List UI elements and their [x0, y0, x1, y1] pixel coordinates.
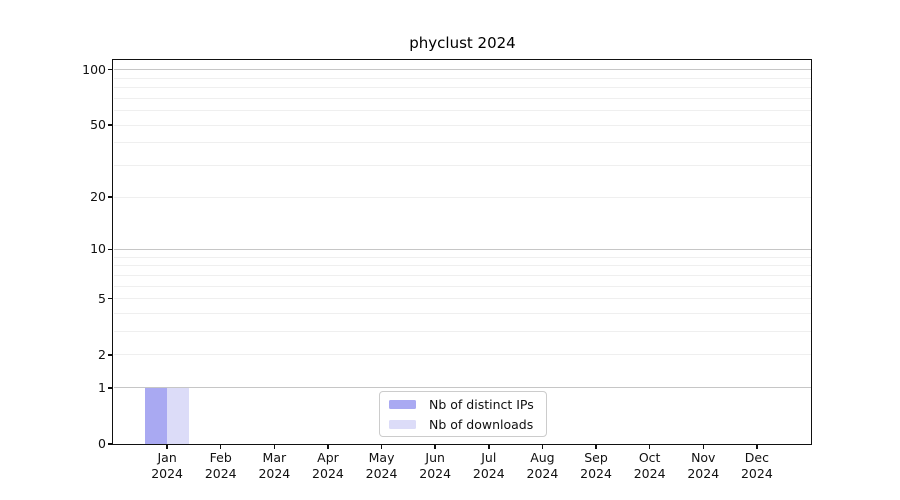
y-tick-5 [108, 297, 113, 300]
gridline-minor-70 [113, 97, 811, 99]
x-tick-aug [541, 444, 544, 449]
legend: Nb of distinct IPs Nb of downloads [379, 391, 547, 437]
y-tick-20 [108, 196, 113, 198]
y-tick-label-50: 50 [90, 117, 106, 133]
y-tick-label-5: 5 [98, 290, 106, 306]
y-tick-label-2: 2 [98, 346, 106, 362]
x-tick-mar [273, 444, 276, 449]
legend-label-distinct-ips: Nb of distinct IPs [429, 396, 534, 412]
x-tick-label-feb: Feb 2024 [204, 450, 237, 481]
x-tick-feb [219, 444, 222, 449]
x-tick-dec [756, 444, 758, 449]
gridline-minor-30 [113, 164, 811, 166]
x-tick-may [380, 444, 383, 449]
x-tick-label-dec: Dec 2024 [740, 450, 773, 481]
x-tick-oct [648, 444, 651, 449]
x-tick-jul [488, 444, 490, 449]
x-tick-label-apr: Apr 2024 [312, 450, 344, 481]
y-tick-2 [108, 354, 113, 356]
gridline-minor-20 [113, 196, 811, 198]
y-tick-label-20: 20 [90, 189, 106, 205]
x-tick-label-nov: Nov 2024 [687, 450, 720, 481]
gridline-minor-3 [113, 331, 811, 333]
gridline-minor-9 [113, 256, 811, 258]
y-tick-1 [108, 387, 113, 389]
legend-label-downloads: Nb of downloads [429, 416, 534, 432]
gridline-minor-8 [113, 265, 811, 267]
x-tick-label-sep: Sep 2024 [580, 450, 612, 481]
gridline-minor-6 [113, 285, 811, 287]
gridline-minor-40 [113, 142, 811, 144]
y-tick-50 [108, 124, 113, 126]
bar-distinct-ips-jan [145, 387, 168, 444]
x-tick-label-mar: Mar 2024 [258, 450, 291, 481]
legend-item-downloads: Nb of downloads [386, 415, 540, 433]
x-tick-label-jul: Jul 2024 [472, 450, 505, 481]
y-tick-label-10: 10 [90, 241, 106, 257]
x-tick-label-aug: Aug 2024 [526, 450, 559, 481]
gridline-minor-60 [113, 110, 811, 111]
gridline-major-10 [113, 248, 811, 250]
gridline-minor-90 [113, 77, 811, 79]
gridline-minor-80 [113, 87, 811, 88]
y-tick-label-1: 1 [98, 379, 106, 395]
y-tick-10 [108, 248, 113, 251]
x-tick-apr [327, 444, 329, 449]
gridline-minor-7 [113, 274, 811, 276]
x-tick-jun [434, 444, 436, 449]
gridline-minor-50 [113, 124, 811, 126]
bar-downloads-jan [167, 387, 190, 444]
gridline-major-100 [113, 69, 811, 71]
x-tick-jan [166, 444, 168, 449]
chart-title: phyclust 2024 [409, 34, 516, 52]
legend-swatch-distinct-ips [389, 399, 416, 409]
legend-item-distinct-ips: Nb of distinct IPs [386, 395, 540, 413]
x-tick-label-jan: Jan 2024 [151, 450, 184, 481]
gridline-minor-5 [113, 298, 811, 300]
gridline-minor-2 [113, 354, 811, 356]
x-tick-sep [595, 444, 597, 449]
gridline-minor-4 [113, 312, 811, 314]
x-tick-label-oct: Oct 2024 [633, 450, 666, 481]
x-tick-nov [702, 444, 705, 449]
gridline-major-1 [113, 387, 811, 389]
y-tick-label-0: 0 [98, 436, 106, 451]
x-tick-label-jun: Jun 2024 [419, 450, 452, 481]
legend-swatch-downloads [389, 419, 416, 429]
x-tick-label-may: May 2024 [365, 450, 398, 481]
y-tick-label-100: 100 [82, 61, 106, 77]
y-tick-100 [108, 68, 113, 71]
y-tick-0 [108, 443, 113, 445]
